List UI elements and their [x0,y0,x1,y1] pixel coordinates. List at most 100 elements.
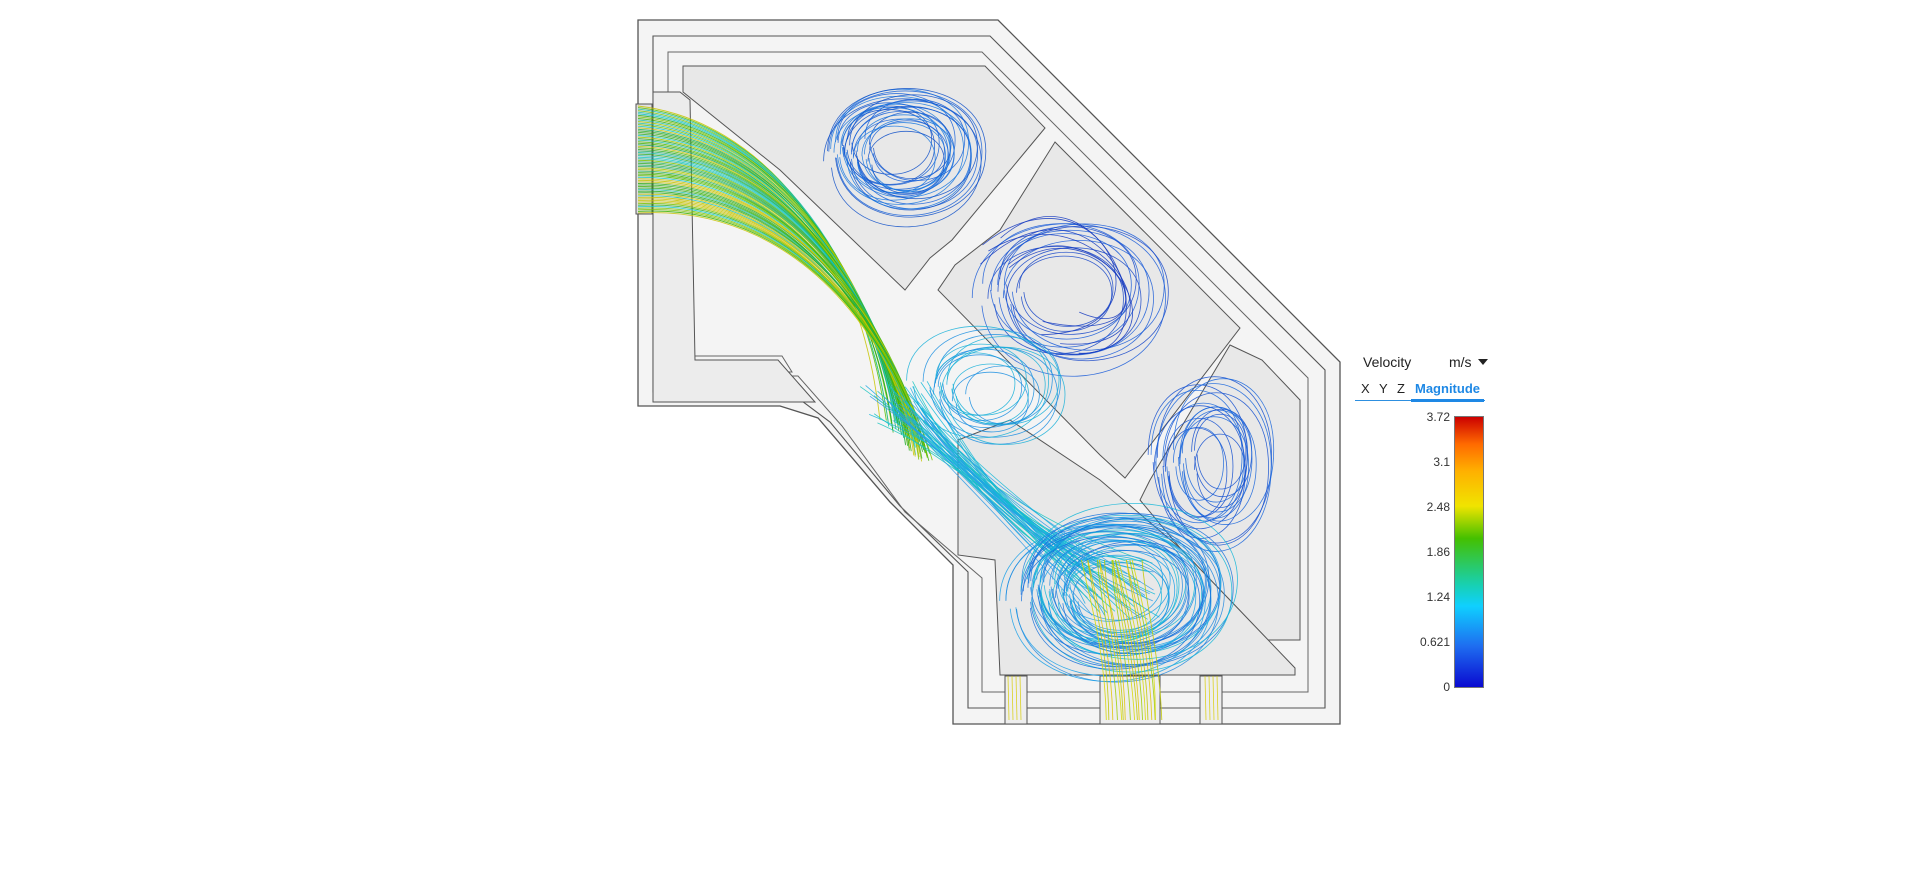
legend-tick: 2.48 [1426,500,1450,514]
streamline [1067,554,1170,631]
unit-dropdown[interactable]: m/s [1449,354,1488,370]
streamline [940,346,1066,445]
streamline [1097,559,1118,721]
streamline [1165,418,1234,517]
streamline [1212,675,1215,721]
streamline [1072,562,1170,635]
streamline [1114,559,1144,721]
streamline [936,334,1053,426]
streamline [864,118,955,193]
streamline [1033,531,1180,641]
streamline [1000,216,1127,354]
streamline [1129,559,1156,721]
streamline [1098,559,1126,721]
streamline [935,352,1016,416]
streamline [1055,544,1203,655]
tab-y[interactable]: Y [1379,381,1388,396]
streamline [906,325,1049,439]
streamline [1023,531,1189,655]
legend-tick: 1.24 [1426,590,1450,604]
streamline [1016,255,1113,332]
legend-tick: 3.72 [1426,410,1450,424]
streamline [1081,559,1107,721]
legend-tick: 0 [1443,680,1450,694]
streamline [982,218,1117,336]
streamline [980,229,1127,319]
velocity-legend: Velocity m/s X Y Z Magnitude 3.72 3.1 2.… [1355,350,1490,700]
streamline [1173,378,1275,525]
streamline [850,106,972,205]
chevron-down-icon [1477,359,1488,365]
streamline [1027,503,1238,660]
streamline [1005,523,1219,683]
streamline [1153,405,1246,539]
streamline [1049,537,1183,637]
streamline [1030,523,1221,666]
streamline [877,422,1101,614]
tab-x[interactable]: X [1361,381,1370,396]
streamline [1194,414,1247,490]
streamline [1019,675,1022,721]
streamline [1112,559,1138,721]
streamline [1125,559,1153,721]
streamline [837,102,940,186]
streamline [1099,559,1123,721]
streamline [900,420,1097,595]
streamline [1021,536,1201,670]
streamline [869,120,945,182]
streamline [951,371,1029,433]
streamline [839,102,972,210]
streamline [1020,515,1233,673]
streamline [852,125,936,194]
streamline [997,233,1132,340]
streamline [853,118,949,197]
unit-label: m/s [1449,354,1472,370]
streamline [908,400,1154,591]
legend-tick: 1.86 [1426,545,1450,559]
streamline [1087,559,1114,721]
streamline [864,99,966,181]
streamline [1040,539,1197,656]
streamline [908,393,1148,600]
streamline [913,427,1086,604]
streamline [1065,561,1162,633]
streamline [637,167,920,445]
streamline [1038,526,1225,666]
streamline [1117,559,1146,721]
streamline [1056,540,1187,638]
streamline [1131,559,1156,721]
tab-z[interactable]: Z [1397,381,1405,396]
streamline [916,403,1096,562]
streamline [1033,535,1178,643]
streamline [982,223,1140,348]
streamline [1111,559,1131,721]
streamline [1087,559,1110,721]
streamline [1162,402,1245,522]
streamline [1155,383,1272,552]
streamline [946,336,1060,425]
streamline [971,223,1166,377]
chamber-left [652,91,817,403]
tab-magnitude[interactable]: Magnitude [1411,380,1484,402]
streamlines [637,88,1275,721]
streamline [988,234,1131,345]
streamline [849,94,978,199]
streamline [1179,409,1257,522]
component-tabs: X Y Z Magnitude [1355,380,1485,402]
legend-quantity-label: Velocity [1363,354,1412,370]
streamline [1141,559,1163,721]
legend-header: Velocity m/s [1363,354,1488,374]
streamline [937,354,1023,421]
streamline [1043,518,1221,650]
streamline [1008,247,1127,327]
streamline [1208,675,1211,721]
streamline [933,346,1058,445]
streamline [827,88,987,218]
streamline [1011,675,1014,721]
streamline [1063,550,1190,645]
streamline [1204,675,1207,721]
streamline [1126,559,1149,721]
streamline [828,90,983,216]
outlet-center [1099,675,1161,725]
